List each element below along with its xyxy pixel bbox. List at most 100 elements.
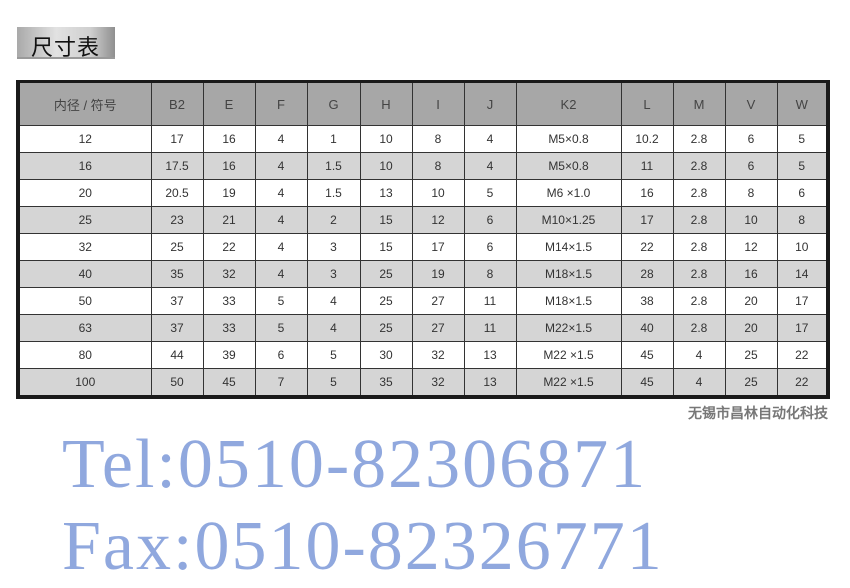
table-cell: 32 xyxy=(202,260,256,288)
table-cell: 4 xyxy=(254,233,308,261)
column-header: W xyxy=(776,81,829,126)
table-cell: 22 xyxy=(620,233,674,261)
table-cell: 2.8 xyxy=(672,314,726,342)
table-row: 20 20.5 19 4 1.5 13 10 5 M6 ×1.0 16 2.8 8 6 xyxy=(17,179,829,207)
table-cell: 3 xyxy=(306,260,361,288)
table-cell: 100 xyxy=(17,368,152,398)
column-header: M xyxy=(672,81,726,126)
table-cell: M6 ×1.0 xyxy=(515,179,622,207)
table-cell: 4 xyxy=(254,260,308,288)
table-cell: 27 xyxy=(411,287,465,315)
table-cell: 6 xyxy=(463,206,517,234)
table-cell: 2.8 xyxy=(672,125,726,153)
table-cell: M5×0.8 xyxy=(515,152,622,180)
table-cell: 22 xyxy=(776,368,829,398)
table-cell: 20.5 xyxy=(150,179,204,207)
table-cell: 1.5 xyxy=(306,179,361,207)
table-cell: M18×1.5 xyxy=(515,260,622,288)
table-cell: 4 xyxy=(254,152,308,180)
table-cell: 6 xyxy=(254,341,308,369)
table-cell: 19 xyxy=(202,179,256,207)
column-header: J xyxy=(463,81,517,126)
table-cell: 15 xyxy=(359,206,413,234)
table-cell: 17 xyxy=(150,125,204,153)
column-header: E xyxy=(202,81,256,126)
table-cell: 2.8 xyxy=(672,152,726,180)
section-title: 尺寸表 xyxy=(31,36,101,61)
table-row: 50 37 33 5 4 25 27 11 M18×1.5 38 2.8 20 17 xyxy=(17,287,829,315)
table-cell: 12 xyxy=(411,206,465,234)
table-cell: 35 xyxy=(359,368,413,398)
table-cell: 38 xyxy=(620,287,674,315)
table-cell: 10.2 xyxy=(620,125,674,153)
table-cell: 25 xyxy=(359,287,413,315)
table-cell: 5 xyxy=(306,341,361,369)
table-cell: 33 xyxy=(202,314,256,342)
table-cell: 45 xyxy=(620,368,674,398)
table-row: 80 44 39 6 5 30 32 13 M22 ×1.5 45 4 25 22 xyxy=(17,341,829,369)
table-cell: 11 xyxy=(463,314,517,342)
table-cell: 44 xyxy=(150,341,204,369)
table-cell: 33 xyxy=(202,287,256,315)
table-cell: 2 xyxy=(306,206,361,234)
fax-watermark: Fax:0510-82326771 xyxy=(62,508,664,585)
table-cell: 19 xyxy=(411,260,465,288)
table-row: 32 25 22 4 3 15 17 6 M14×1.5 22 2.8 12 10 xyxy=(17,233,829,261)
table-cell: 13 xyxy=(463,368,517,398)
table-cell: 5 xyxy=(306,368,361,398)
table-cell: 10 xyxy=(359,152,413,180)
table-cell: 35 xyxy=(150,260,204,288)
table-cell: 16 xyxy=(724,260,778,288)
table-cell: 2.8 xyxy=(672,233,726,261)
dimension-table: 内径 / 符号 B2 E F G H I J K2 L M V W 12 17 16 4 1 10 8 4 M5×0.8… xyxy=(16,80,830,399)
table-cell: 37 xyxy=(150,314,204,342)
table-cell: M22×1.5 xyxy=(515,314,622,342)
table-cell: M10×1.25 xyxy=(515,206,622,234)
column-header: V xyxy=(724,81,778,126)
table-cell: 5 xyxy=(776,152,829,180)
table-cell: 2.8 xyxy=(672,179,726,207)
column-header: 内径 / 符号 xyxy=(17,81,152,126)
table-cell: 4 xyxy=(254,179,308,207)
table-cell: M14×1.5 xyxy=(515,233,622,261)
table-cell: 4 xyxy=(672,368,726,398)
table-cell: 10 xyxy=(359,125,413,153)
table-cell: 30 xyxy=(359,341,413,369)
column-header: I xyxy=(411,81,465,126)
table-cell: 4 xyxy=(254,206,308,234)
table-cell: 16 xyxy=(620,179,674,207)
table-cell: 5 xyxy=(776,125,829,153)
table-cell: 15 xyxy=(359,233,413,261)
table-cell: 12 xyxy=(17,125,152,153)
table-cell: 25 xyxy=(359,260,413,288)
table-cell: 17 xyxy=(776,287,829,315)
table-cell: 17 xyxy=(620,206,674,234)
table-cell: M18×1.5 xyxy=(515,287,622,315)
table-cell: 37 xyxy=(150,287,204,315)
table-cell: 40 xyxy=(620,314,674,342)
table-cell: 3 xyxy=(306,233,361,261)
table-cell: 10 xyxy=(776,233,829,261)
table-cell: 11 xyxy=(463,287,517,315)
table-cell: 2.8 xyxy=(672,260,726,288)
table-cell: 4 xyxy=(254,125,308,153)
table-cell: 6 xyxy=(463,233,517,261)
table-cell: 40 xyxy=(17,260,152,288)
section-title-badge: 尺寸表 xyxy=(17,27,115,61)
table-cell: 8 xyxy=(776,206,829,234)
table-row: 12 17 16 4 1 10 8 4 M5×0.8 10.2 2.8 6 5 xyxy=(17,125,829,153)
table-cell: 16 xyxy=(202,152,256,180)
column-header: L xyxy=(620,81,674,126)
table-cell: M5×0.8 xyxy=(515,125,622,153)
table-cell: 14 xyxy=(776,260,829,288)
table-cell: 39 xyxy=(202,341,256,369)
table-cell: 25 xyxy=(724,368,778,398)
table-row: 40 35 32 4 3 25 19 8 M18×1.5 28 2.8 16 14 xyxy=(17,260,829,288)
table-cell: 4 xyxy=(306,287,361,315)
table-cell: 10 xyxy=(411,179,465,207)
table-cell: 12 xyxy=(724,233,778,261)
tel-watermark: Tel:0510-82306871 xyxy=(62,426,648,503)
table-cell: 4 xyxy=(463,152,517,180)
table-cell: 5 xyxy=(254,287,308,315)
table-cell: 50 xyxy=(150,368,204,398)
